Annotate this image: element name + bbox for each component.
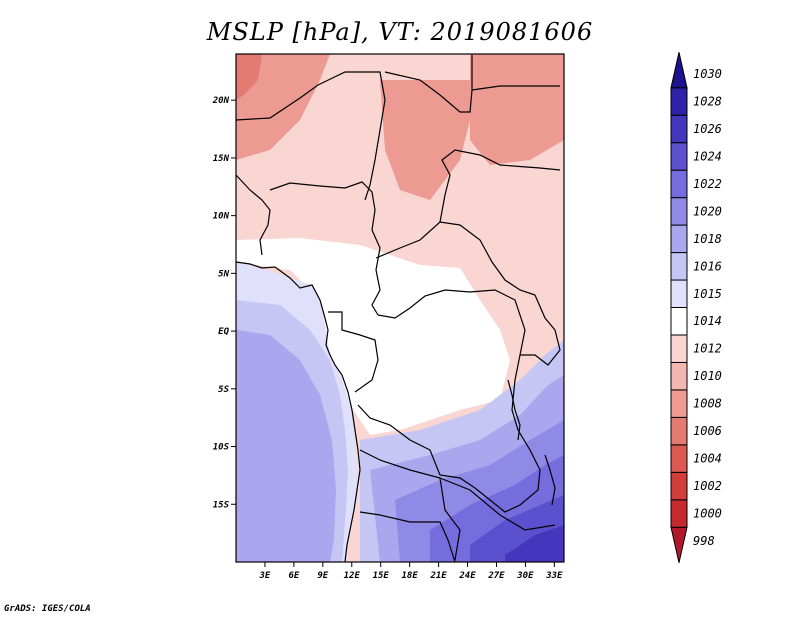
colorbar-label: 1015 [693, 287, 722, 301]
border-sahel-2 [269, 181, 376, 231]
colorbar-swatch [670, 224, 688, 254]
colorbar-label: 1022 [693, 177, 722, 191]
colorbar-label: 1010 [693, 369, 722, 383]
colorbar-swatch [670, 114, 688, 144]
x-tick-label: 27E [487, 571, 505, 581]
colorbar-swatch [670, 334, 688, 363]
border-north-1 [235, 71, 386, 201]
x-tick-label: 3E [259, 571, 271, 581]
colorbar-swatch [670, 361, 688, 391]
colorbar-swatch [670, 307, 688, 336]
country-borders [235, 55, 561, 563]
colorbar-label: 1006 [693, 424, 722, 438]
field-low-nw [236, 54, 330, 160]
colorbar-label: 1002 [693, 479, 722, 493]
y-tick-label: 15S [213, 500, 230, 510]
pressure-field [236, 54, 564, 562]
colorbar-label: 1024 [693, 149, 722, 163]
x-tick-label: 9E [317, 571, 328, 581]
y-tick-label: 20N [212, 96, 230, 106]
border-gabon-congo [328, 311, 379, 393]
x-tick-label: 21E [429, 571, 447, 581]
lake-tanganyika [507, 379, 521, 441]
border-chad-cameroon [371, 229, 381, 316]
colorbar-label: 1012 [693, 342, 722, 356]
field-1026-corner [505, 525, 564, 562]
chart-title: MSLP [hPa], VT: 2019081606 [206, 18, 594, 46]
colorbar-label: 1028 [693, 94, 722, 108]
latitude-axis: 20N 15N 10N 5N EQ 5S 10S 15S [212, 96, 236, 510]
colorbar-label: 1014 [693, 314, 722, 328]
border-drc [357, 289, 541, 513]
y-tick-label: 10N [213, 212, 230, 222]
y-tick-label: 5N [218, 269, 229, 279]
y-tick-label: EQ [218, 327, 229, 337]
colorbar-swatch [670, 87, 688, 116]
colorbar-label: 1030 [693, 67, 722, 81]
colorbar-swatch [670, 142, 688, 171]
x-tick-label: 33E [545, 571, 563, 581]
y-tick-label: 10S [213, 443, 230, 453]
field-1018-atlantic [236, 330, 336, 562]
colorbar-label: 1026 [693, 122, 722, 136]
grads-credit: GrADS: IGES/COLA [4, 604, 91, 614]
colorbar-label: 1008 [693, 397, 722, 411]
colorbar-swatch [670, 169, 688, 199]
colorbar-label: 1004 [693, 452, 722, 466]
border-north-3 [471, 85, 560, 91]
x-tick-label: 15E [373, 571, 390, 581]
x-tick-label: 30E [516, 571, 534, 581]
colorbar-label: 998 [693, 534, 715, 548]
coastline-west [235, 261, 361, 563]
colorbar-swatch [670, 499, 688, 528]
y-tick-label: 15N [213, 154, 230, 164]
x-tick-label: 18E [402, 571, 419, 581]
colorbar-swatch [670, 389, 688, 418]
colorbar-swatch [670, 279, 688, 309]
colorbar-label: 1016 [693, 259, 722, 273]
field-low-ne [470, 54, 564, 165]
longitude-axis: 3E 6E 9E 12E 15E 18E 21E 24E 27E 30E 33E [259, 562, 563, 581]
y-tick-label: 5S [218, 385, 229, 395]
colorbar: 998 1000 1002 1004 1006 1008 1010 1012 1014 1015 1… [670, 52, 722, 563]
x-tick-label: 24E [458, 571, 476, 581]
lake-malawi [544, 454, 556, 506]
colorbar-swatch [670, 52, 688, 89]
colorbar-swatch [670, 197, 688, 226]
colorbar-label: 1018 [693, 232, 722, 246]
x-tick-label: 6E [288, 571, 299, 581]
colorbar-label: 1000 [693, 507, 722, 521]
x-tick-label: 12E [344, 571, 361, 581]
field-neutral-band [236, 238, 510, 435]
border-zambia-south [439, 477, 556, 531]
colorbar-swatch [670, 526, 688, 563]
colorbar-swatch [670, 252, 688, 281]
colorbar-swatch [670, 444, 688, 473]
map-frame [235, 53, 565, 563]
border-sahel-1 [235, 174, 271, 256]
colorbar-label: 1020 [693, 204, 722, 218]
colorbar-swatch [670, 471, 688, 501]
border-east [520, 294, 561, 366]
colorbar-swatch [670, 416, 688, 446]
border-namibia [359, 511, 456, 563]
border-car [375, 221, 536, 296]
field-lowest-corner [236, 54, 262, 100]
border-sudan [439, 149, 561, 223]
